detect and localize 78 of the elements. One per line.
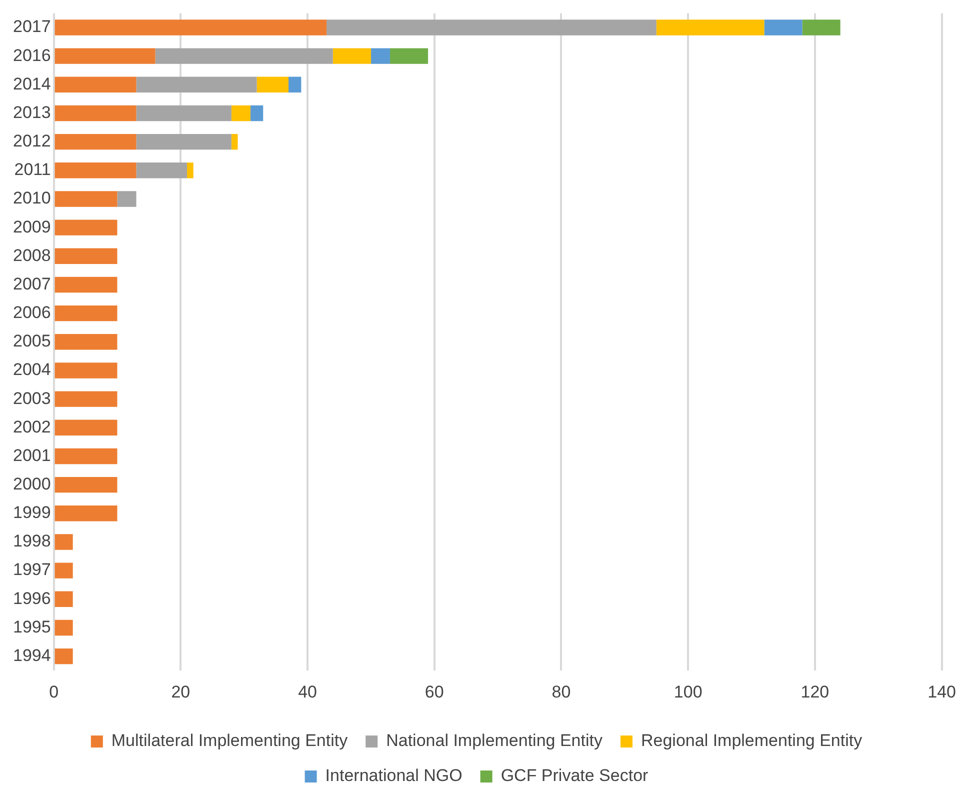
bar — [231, 134, 238, 150]
bar — [54, 105, 136, 122]
x-tick-label: 140 — [928, 682, 956, 702]
bar — [54, 48, 156, 64]
bar — [117, 191, 136, 207]
bar — [250, 105, 264, 122]
legend-label: National Implementing Entity — [386, 731, 603, 750]
bar — [54, 562, 73, 578]
bar — [326, 20, 656, 36]
y-tick-label: 2002 — [12, 417, 51, 436]
x-tick-label: 40 — [298, 682, 317, 702]
y-tick-label: 1997 — [12, 560, 51, 580]
x-tick-label: 120 — [800, 682, 830, 702]
bar — [136, 162, 188, 178]
bar — [54, 20, 327, 36]
x-tick-label: 0 — [49, 682, 59, 702]
bar — [332, 48, 371, 64]
y-tick-label: 2008 — [12, 246, 51, 265]
bar — [656, 20, 764, 36]
y-tick-label: 2009 — [12, 217, 51, 236]
bar — [54, 391, 118, 407]
legend-label: Multilateral Implementing Entity — [111, 731, 348, 750]
x-tick-label: 80 — [552, 682, 571, 702]
x-tick-label: 60 — [424, 682, 444, 702]
y-tick-label: 2011 — [14, 160, 51, 180]
bar — [54, 220, 118, 236]
bar — [54, 506, 118, 522]
legend-label: Regional Implementing Entity — [640, 731, 863, 750]
y-tick-label: 2017 — [12, 17, 51, 36]
bar — [54, 648, 73, 664]
bar — [136, 76, 257, 93]
bar — [256, 76, 289, 93]
bar — [54, 362, 118, 378]
bar — [802, 20, 840, 36]
y-tick-label: 2005 — [12, 332, 51, 351]
bar — [187, 162, 194, 178]
bar — [54, 476, 118, 493]
x-tick-label: 20 — [171, 682, 190, 702]
x-tick-label: 100 — [674, 682, 702, 702]
y-tick-label: 2003 — [12, 388, 51, 408]
bar — [390, 48, 428, 64]
bar — [288, 76, 302, 93]
y-tick-label: 1996 — [12, 588, 51, 608]
y-tick-label: 2006 — [12, 303, 51, 322]
y-tick-label: 2012 — [12, 132, 51, 151]
bar — [54, 191, 118, 207]
bar — [54, 334, 118, 350]
y-tick-label: 2001 — [12, 446, 51, 465]
bar — [54, 248, 118, 264]
bar — [54, 448, 118, 464]
bar — [54, 305, 118, 322]
y-tick-label: 1998 — [12, 532, 51, 551]
y-tick-label: 2013 — [12, 102, 51, 122]
bar — [54, 534, 73, 550]
bar — [54, 134, 136, 150]
bar — [370, 48, 390, 64]
y-tick-label: 1999 — [12, 503, 51, 522]
bar — [54, 620, 73, 636]
bar — [231, 105, 250, 122]
bar — [54, 420, 118, 436]
legend-label: GCF Private Sector — [500, 766, 649, 786]
bar — [54, 276, 118, 293]
y-tick-label: 1995 — [12, 617, 51, 636]
bar — [54, 162, 136, 178]
bar — [155, 48, 333, 64]
y-tick-label: 2007 — [12, 274, 51, 294]
y-tick-label: 2010 — [12, 188, 51, 208]
bar — [764, 20, 802, 36]
y-tick-label: 2014 — [12, 74, 51, 94]
legend-label: International NGO — [325, 766, 462, 786]
y-tick-label: 1994 — [12, 646, 51, 665]
bar — [54, 76, 136, 93]
bar — [136, 134, 232, 150]
y-tick-label: 2004 — [12, 360, 51, 380]
y-tick-label: 2000 — [12, 474, 51, 494]
bar — [54, 591, 73, 608]
y-tick-label: 2016 — [12, 46, 51, 65]
bar — [136, 105, 232, 122]
